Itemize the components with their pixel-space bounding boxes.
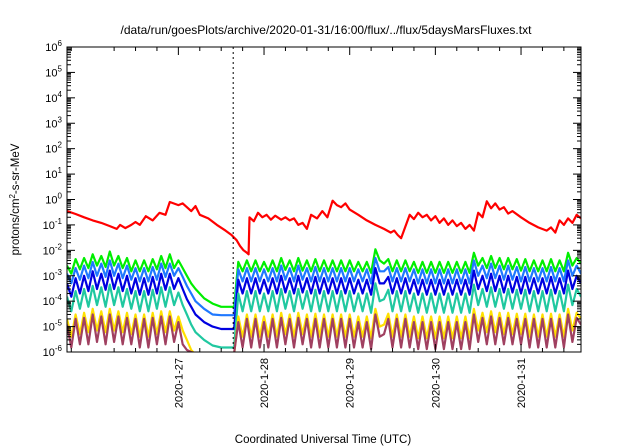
y-tick-label: 10-5 <box>43 319 63 334</box>
y-label-part: -s-sr-MeV <box>10 143 22 194</box>
y-tick-label: 104 <box>45 90 62 105</box>
series-line-7 <box>67 313 581 352</box>
y-tick-base: 10 <box>43 296 55 308</box>
x-tick-label: 2020-1-31 <box>516 358 528 408</box>
y-tick-exponent: -4 <box>55 293 63 302</box>
y-axis-label: protons/cm2-s-sr-MeV <box>8 143 22 255</box>
x-tick-label: 2020-1-30 <box>430 358 442 408</box>
y-tick-exponent: 2 <box>58 141 63 150</box>
y-tick-base: 10 <box>45 169 57 181</box>
y-tick-base: 10 <box>45 195 57 207</box>
y-tick-exponent: 1 <box>58 166 63 175</box>
y-tick-label: 105 <box>45 64 62 79</box>
y-tick-base: 10 <box>43 220 55 232</box>
y-tick-exponent: -2 <box>55 242 63 251</box>
y-tick-label: 103 <box>45 115 62 130</box>
y-tick-label: 101 <box>45 166 62 181</box>
y-tick-base: 10 <box>43 245 55 257</box>
y-tick-exponent: -3 <box>55 268 63 277</box>
x-tick-label: 2020-1-29 <box>345 358 357 408</box>
series-line-6 <box>67 307 581 352</box>
y-tick-label: 10-2 <box>43 242 63 257</box>
y-tick-base: 10 <box>45 144 57 156</box>
y-tick-label: 106 <box>45 39 62 54</box>
y-tick-exponent: 3 <box>58 115 63 124</box>
series-line-3 <box>67 256 581 317</box>
y-tick-base: 10 <box>43 322 55 334</box>
y-tick-base: 10 <box>45 118 57 130</box>
x-axis-label: Coordinated Universal Time (UTC) <box>235 434 412 446</box>
y-tick-base: 10 <box>45 93 57 105</box>
y-tick-base: 10 <box>45 67 57 79</box>
y-tick-exponent: 0 <box>58 192 63 201</box>
y-tick-label: 10-6 <box>43 344 63 359</box>
y-tick-base: 10 <box>45 42 57 54</box>
y-ticks: 10-610-510-410-310-210-11001011021031041… <box>43 39 581 359</box>
series-group <box>67 199 581 352</box>
series-line-2 <box>67 248 581 308</box>
y-tick-exponent: -1 <box>55 217 63 226</box>
series-line-5 <box>67 282 581 349</box>
y-tick-label: 10-3 <box>43 268 63 283</box>
x-tick-label: 2020-1-28 <box>259 358 271 408</box>
x-tick-label: 2020-1-27 <box>173 358 185 408</box>
x-ticks: 2020-1-27 2020-1-28 2020-1-29 2020-1-30 2020… <box>70 47 565 408</box>
y-label-superscript: 2 <box>8 194 17 199</box>
series-line-4 <box>67 267 581 331</box>
y-label-part: protons/cm <box>10 199 22 256</box>
y-tick-label: 102 <box>45 141 62 156</box>
y-tick-label: 10-1 <box>43 217 63 232</box>
y-tick-exponent: -5 <box>55 319 63 328</box>
y-tick-base: 10 <box>43 347 55 359</box>
y-tick-label: 100 <box>45 192 62 207</box>
y-tick-exponent: -6 <box>55 344 63 353</box>
y-tick-exponent: 6 <box>58 39 63 48</box>
y-tick-base: 10 <box>43 271 55 283</box>
y-tick-exponent: 5 <box>58 64 63 73</box>
chart-title: /data/run/goesPlots/archive/2020-01-31/1… <box>121 23 533 37</box>
y-tick-label: 10-4 <box>43 293 63 308</box>
y-tick-exponent: 4 <box>58 90 63 99</box>
series-line-1 <box>67 199 581 256</box>
